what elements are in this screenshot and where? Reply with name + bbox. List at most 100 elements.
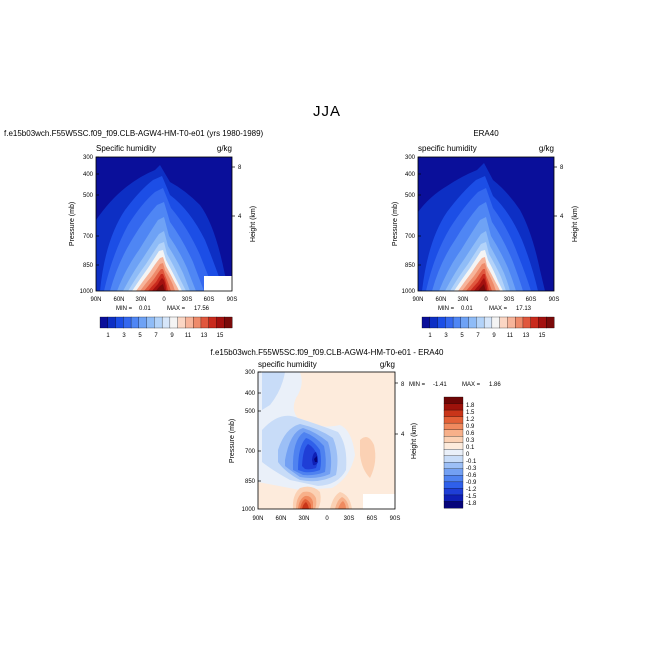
max-value: 17.13 [516,306,532,312]
colorbar-swatch [177,316,186,329]
panel-era40: ERA40 specific humidity g/kg 300 400 500 [392,129,579,339]
panel-model-colorbar-labels: 1 3 5 7 9 11 13 15 [106,333,224,339]
colorbar-label: 13 [201,333,208,339]
panel-model: f.e15b03wch.F55W5SC.f09_f09.CLB-AGW4-HM-… [4,129,264,339]
colorbar-label: 1.2 [466,417,475,423]
colorbar-label: -1.8 [466,501,477,507]
panel-difference-left-label: specific humidity [258,360,317,369]
x-tick-label: 30S [182,297,193,303]
panel-difference-y-axis: 300 400 500 700 850 1000 [242,370,256,513]
colorbar-label: 1 [106,333,110,339]
y-tick-label: 850 [83,263,94,269]
panel-difference-y-ticks [258,371,398,482]
y-tick-label: 300 [245,370,256,376]
colorbar-label: -0.1 [466,459,477,465]
colorbar-swatch [443,481,464,489]
colorbar-swatch [491,316,501,329]
colorbar-label: 11 [507,333,514,339]
colorbar-swatch [499,316,508,329]
colorbar-swatch [200,316,210,329]
colorbar-swatch [421,316,431,329]
max-label: MAX = [167,306,186,312]
panel-era40-field [418,157,554,291]
contour-band [314,456,317,462]
panel-era40-colorbar-labels: 1 3 5 7 9 11 13 15 [428,333,546,339]
panel-difference-field [258,372,395,509]
min-value: 0.01 [139,306,151,312]
page-title: JJA [312,103,341,120]
colorbar-swatch [443,475,464,483]
colorbar-label: 11 [185,333,192,339]
panel-difference: f.e15b03wch.F55W5SC.f09_f09.CLB-AGW4-HM-… [211,348,502,522]
y-tick-label: 500 [245,409,256,415]
colorbar-swatch [522,316,532,329]
x-tick-label: 30N [457,297,468,303]
y-tick-label: 850 [405,263,416,269]
colorbar-label: 9 [170,333,174,339]
x-tick-label: 90S [390,516,401,522]
panel-model-minmax: MIN = 0.01 MAX = 17.56 [116,306,210,312]
y-tick-label: 1000 [242,507,256,513]
colorbar-swatch [169,316,179,329]
y-tick-label: 500 [405,193,416,199]
panel-era40-y-ticks [418,156,557,266]
y-tick-label: 400 [405,172,416,178]
y-tick-label: 700 [405,234,416,240]
colorbar-label: 0.3 [466,438,475,444]
panel-difference-y2label: Height (km) [411,423,418,459]
colorbar-swatch [193,316,202,329]
colorbar-swatch [443,436,464,444]
colorbar-swatch [445,316,454,329]
colorbar-swatch [161,316,171,329]
panel-era40-y2label: Height (km) [572,206,579,242]
colorbar-label: 0.6 [466,431,475,437]
colorbar-swatch [154,316,163,329]
x-tick-label: 30S [504,297,515,303]
colorbar-swatch [530,316,539,329]
x-tick-label: 90S [549,297,560,303]
x-tick-label: 0 [325,516,329,522]
colorbar-label: 7 [476,333,480,339]
x-tick-label: 60S [526,297,537,303]
panel-era40-frame [417,156,555,292]
colorbar-label: 0 [466,452,470,458]
panel-model-y-ticks [96,156,235,266]
colorbar-swatch [443,462,464,470]
y2-tick-label: 8 [560,165,564,171]
x-tick-label: 0 [162,297,166,303]
y-tick-label: 1000 [402,289,416,295]
colorbar-label: 3 [122,333,126,339]
colorbar-swatch [443,429,464,437]
colorbar-swatch [107,316,116,329]
panel-era40-x-axis: 90N 60N 30N 0 30S 60S 90S [412,297,559,303]
x-tick-label: 30S [344,516,355,522]
y2-tick-label: 4 [238,214,242,220]
panel-model-field [96,157,232,291]
colorbar-swatch [437,316,446,329]
contour-band [156,284,165,291]
colorbar-swatch [138,316,148,329]
panel-model-frame [95,156,233,292]
max-label: MAX = [462,382,481,388]
panel-era40-minmax: MIN = 0.01 MAX = 17.13 [438,306,532,312]
x-tick-label: 60S [367,516,378,522]
colorbar-swatch [208,316,217,329]
min-label: MIN = [409,382,426,388]
colorbar-swatch [443,468,464,476]
colorbar-swatch [185,316,194,329]
panel-difference-colorbar [443,396,464,509]
colorbar-swatch [443,403,464,411]
y2-tick-label: 8 [401,382,405,388]
contour-band [478,284,486,291]
x-tick-label: 30N [135,297,146,303]
panel-era40-title: ERA40 [473,129,499,138]
colorbar-label: 13 [523,333,530,339]
colorbar-swatch [130,316,140,329]
colorbar-swatch [546,316,555,329]
contour-band [292,436,376,509]
colorbar-swatch [443,455,464,463]
min-value: -1.41 [433,382,447,388]
colorbar-swatch [123,316,132,329]
colorbar-swatch [443,488,464,496]
missing-data-mask [363,494,395,509]
